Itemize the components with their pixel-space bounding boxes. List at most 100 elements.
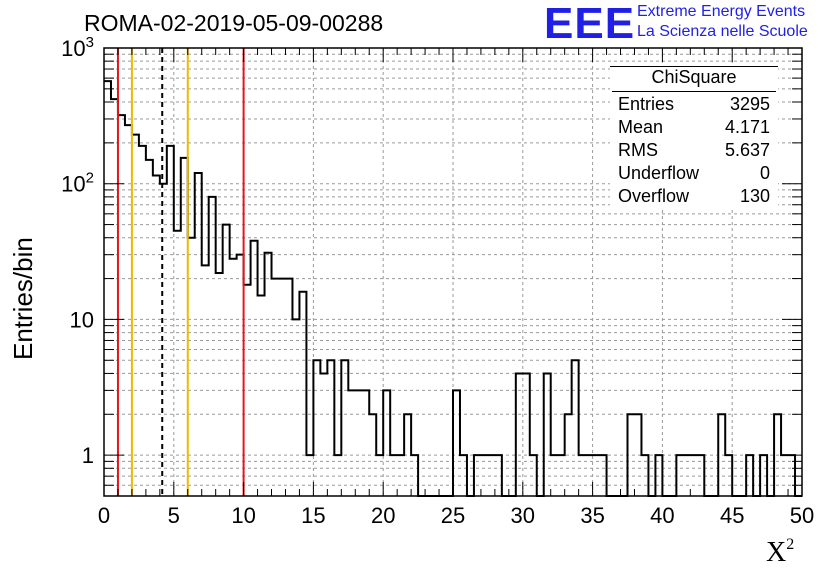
x-tick-labels: 0 5 10 15 20 25 30 35 40 45 50 bbox=[98, 503, 814, 528]
histogram-bin bbox=[481, 455, 488, 496]
histogram-bin bbox=[306, 455, 313, 496]
histogram-bin bbox=[223, 225, 230, 496]
histogram-bin bbox=[690, 455, 697, 496]
histogram-bin bbox=[600, 455, 607, 496]
histogram-bin bbox=[781, 455, 788, 496]
histogram-bin bbox=[411, 455, 418, 496]
histogram-bin bbox=[202, 265, 209, 496]
stat-key: Overflow bbox=[618, 186, 690, 206]
histogram-bin bbox=[125, 125, 132, 496]
x-tick-label: 10 bbox=[231, 503, 255, 528]
stats-divider bbox=[612, 91, 776, 92]
x-tick-label: 50 bbox=[790, 503, 814, 528]
histogram-bin bbox=[488, 455, 495, 496]
eee-tagline-2: La Scienza nelle Scuole bbox=[637, 23, 808, 40]
histogram-bin bbox=[634, 414, 641, 496]
histogram-bin bbox=[530, 455, 537, 496]
histogram-bin bbox=[292, 319, 299, 496]
histogram-bin bbox=[181, 158, 188, 496]
histogram-bin bbox=[230, 259, 237, 496]
histogram-bin bbox=[544, 373, 551, 496]
stat-key: RMS bbox=[618, 140, 658, 160]
histogram-bin bbox=[641, 455, 648, 496]
histogram-bin bbox=[579, 455, 586, 496]
y-tick-label: 102 bbox=[61, 170, 94, 197]
x-tick-label: 45 bbox=[720, 503, 744, 528]
histogram-bin bbox=[146, 160, 153, 496]
histogram-bin bbox=[683, 455, 690, 496]
histogram-bin bbox=[216, 273, 223, 496]
stat-value: 4.171 bbox=[724, 117, 770, 137]
stat-row-rms: RMS 5.637 bbox=[618, 140, 770, 162]
x-tick-label: 40 bbox=[650, 503, 674, 528]
y-tick-label: 1 bbox=[82, 443, 94, 468]
histogram-bin bbox=[174, 231, 181, 496]
histogram-bin bbox=[153, 175, 160, 496]
histogram-bin bbox=[516, 373, 523, 496]
histogram-bin bbox=[495, 455, 502, 496]
stats-box: ChiSquare Entries 3295 Mean 4.171 RMS 5.… bbox=[610, 66, 778, 209]
histogram-bin bbox=[265, 253, 272, 496]
histogram-bin bbox=[369, 414, 376, 496]
histogram-bin bbox=[272, 279, 279, 496]
histogram-bin bbox=[320, 373, 327, 496]
histogram-bin bbox=[279, 279, 286, 496]
histogram-bin bbox=[453, 390, 460, 496]
histogram-bin bbox=[460, 455, 467, 496]
histogram-bin bbox=[258, 296, 265, 496]
histogram-bin bbox=[404, 414, 411, 496]
histogram-bin bbox=[760, 455, 767, 496]
histogram-bin bbox=[718, 414, 725, 496]
histogram-bin bbox=[104, 81, 111, 496]
histogram-bin bbox=[132, 135, 139, 496]
histogram-bin bbox=[160, 184, 167, 496]
stat-row-underflow: Underflow 0 bbox=[618, 163, 770, 185]
x-tick-label: 5 bbox=[168, 503, 180, 528]
stat-row-overflow: Overflow 130 bbox=[618, 186, 770, 208]
histogram-bin bbox=[251, 241, 258, 496]
histogram-bin bbox=[376, 455, 383, 496]
run-title: ROMA-02-2019-05-09-00288 bbox=[84, 10, 384, 36]
stat-row-mean: Mean 4.171 bbox=[618, 117, 770, 139]
stat-row-entries: Entries 3295 bbox=[618, 94, 770, 116]
histogram-bin bbox=[111, 99, 118, 496]
histogram-bin bbox=[523, 373, 530, 496]
histogram-bin bbox=[474, 455, 481, 496]
x-tick-label: 0 bbox=[98, 503, 110, 528]
histogram-bin bbox=[341, 360, 348, 496]
x-tick-label: 25 bbox=[441, 503, 465, 528]
stat-value: 0 bbox=[759, 163, 770, 183]
histogram-bin bbox=[313, 360, 320, 496]
x-axis-label-sup: 2 bbox=[786, 536, 795, 553]
histogram-bin bbox=[397, 455, 404, 496]
histogram-bin bbox=[285, 279, 292, 496]
histogram-bin bbox=[118, 115, 125, 496]
x-tick-label: 35 bbox=[580, 503, 604, 528]
histogram-bin bbox=[551, 455, 558, 496]
histogram-bin bbox=[390, 455, 397, 496]
histogram-bin bbox=[655, 455, 662, 496]
eee-logo: EEE bbox=[544, 0, 636, 48]
histogram-bin bbox=[355, 390, 362, 496]
x-tick-label: 20 bbox=[371, 503, 395, 528]
histogram-bin bbox=[334, 455, 341, 496]
x-tick-label: 30 bbox=[511, 503, 535, 528]
y-tick-label: 10 bbox=[70, 307, 94, 332]
y-tick-label-base: 1 bbox=[82, 443, 94, 468]
histogram-bin bbox=[565, 414, 572, 496]
histogram-bin bbox=[586, 455, 593, 496]
y-tick-label-sup: 2 bbox=[86, 170, 94, 187]
axis-ticks bbox=[103, 47, 803, 497]
stats-title: ChiSquare bbox=[651, 67, 737, 87]
histogram-bin bbox=[628, 414, 635, 496]
histogram-bin bbox=[383, 390, 390, 496]
histogram-bin bbox=[167, 146, 174, 496]
histogram-bin bbox=[327, 360, 334, 496]
x-axis-label-base: X bbox=[766, 537, 787, 568]
histogram-bin bbox=[209, 197, 216, 496]
histogram-bin bbox=[244, 285, 251, 496]
histogram-bin bbox=[299, 292, 306, 496]
stat-key: Mean bbox=[618, 117, 664, 137]
